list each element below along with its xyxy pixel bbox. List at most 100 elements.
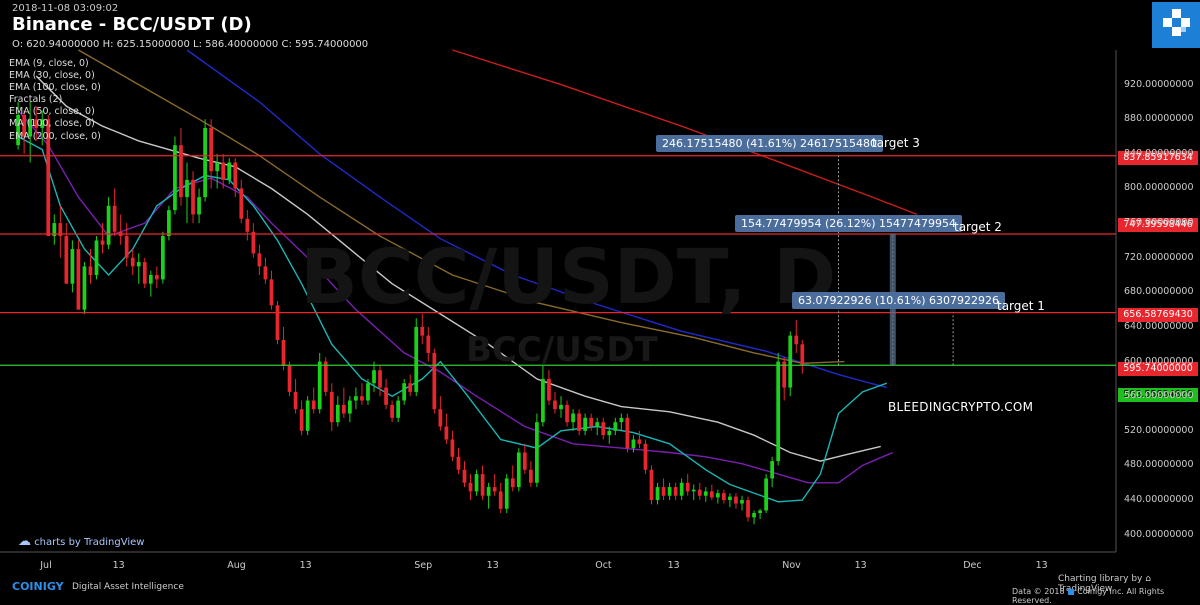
candle-body xyxy=(746,500,750,518)
candle-body xyxy=(480,474,485,496)
watermark-small: BCC/USDT xyxy=(466,330,658,370)
overlay-line xyxy=(35,75,881,462)
candle-body xyxy=(444,426,449,440)
price-tag-target3: 837.85917634 xyxy=(1118,151,1198,165)
candle-body xyxy=(571,413,575,423)
candle-body xyxy=(263,266,268,280)
candle-body xyxy=(251,231,256,254)
data-credit-text: Data © 2018 xyxy=(1012,587,1065,596)
candle-body xyxy=(317,361,322,410)
tradingview-credit[interactable]: ☁ charts by TradingView xyxy=(18,534,144,549)
coinigy-wordmark: COINIGY xyxy=(12,580,64,593)
data-credit: Data © 2018 ■ Coinigy Inc. All Rights Re… xyxy=(1012,587,1200,605)
candle-body xyxy=(685,482,690,492)
candle-body xyxy=(227,162,232,180)
candle-body xyxy=(100,240,105,245)
candle-body xyxy=(136,262,141,267)
legend-item[interactable]: EMA (50, close, 0) xyxy=(9,106,95,118)
price-tick-label: 440.00000000 xyxy=(1124,494,1194,506)
candle-body xyxy=(299,409,304,431)
price-tick-label: 640.00000000 xyxy=(1124,320,1194,332)
candle-body xyxy=(673,487,678,496)
candle-body xyxy=(432,352,437,410)
cloud-icon: ☁ xyxy=(18,534,31,549)
target1-label: target 1 xyxy=(997,299,1045,313)
price-tag-target2: 747.39598446 xyxy=(1118,218,1198,232)
time-tick-label: 13 xyxy=(299,560,312,571)
candle-body xyxy=(269,279,274,306)
candle-body xyxy=(360,396,364,401)
page-title: Binance - BCC/USDT (D) xyxy=(12,14,252,35)
candle-body xyxy=(758,510,762,514)
candle-body xyxy=(396,400,401,418)
candle-body xyxy=(209,127,214,172)
candle-body xyxy=(667,487,672,496)
time-tick-label: Dec xyxy=(963,560,982,571)
legend-item[interactable]: Fractals (2) xyxy=(9,94,63,106)
logo-glyph-icon xyxy=(1163,9,1190,36)
candle-body xyxy=(607,430,612,436)
candle-body xyxy=(601,422,606,436)
candle-body xyxy=(637,439,642,444)
candle-body xyxy=(22,114,26,137)
time-tick-label: 13 xyxy=(1035,560,1048,571)
candle-body xyxy=(354,396,358,401)
target2-label: target 2 xyxy=(954,220,1002,234)
candle-body xyxy=(94,240,99,276)
candle-body xyxy=(438,409,443,427)
candle-body xyxy=(504,478,509,509)
price-tick-label: 520.00000000 xyxy=(1124,424,1194,436)
legend-item[interactable]: EMA (200, close, 0) xyxy=(9,130,101,142)
time-tick-label: 13 xyxy=(667,560,680,571)
candle-body xyxy=(275,305,280,340)
candle-body xyxy=(287,365,292,392)
legend-item[interactable]: EMA (30, close, 0) xyxy=(9,70,95,82)
overlay-line xyxy=(452,49,918,216)
tv-credit-text: charts by TradingView xyxy=(34,537,145,548)
legend-item[interactable]: EMA (9, close, 0) xyxy=(9,58,89,69)
candle-body xyxy=(722,493,726,501)
candle-body xyxy=(420,326,425,336)
candle-body xyxy=(740,500,744,504)
candle-body xyxy=(142,262,147,284)
candle-body xyxy=(535,422,539,483)
candle-body xyxy=(390,404,394,418)
candle-body xyxy=(553,400,557,410)
candle-body xyxy=(52,223,57,237)
legend-item[interactable]: EMA (100, close, 0) xyxy=(9,82,101,94)
coinigy-small-icon: ■ xyxy=(1067,587,1075,596)
timestamp: 2018-11-08 03:09:02 xyxy=(12,3,119,14)
candle-body xyxy=(384,387,388,405)
candle-body xyxy=(112,205,117,232)
candle-body xyxy=(426,335,431,353)
candle-body xyxy=(589,417,594,427)
candle-body xyxy=(734,496,738,504)
candle-body xyxy=(764,478,768,511)
price-tag-close: 595.74000000 xyxy=(1118,362,1198,376)
candle-body xyxy=(378,370,382,388)
price-tick-label: 600.00000000 xyxy=(1124,355,1194,367)
candle-body xyxy=(703,491,708,496)
candle-body xyxy=(709,491,714,498)
candle-body xyxy=(776,361,781,462)
candle-body xyxy=(450,439,455,457)
candle-body xyxy=(293,391,298,410)
time-tick-label: 13 xyxy=(112,560,125,571)
candle-body xyxy=(305,400,310,431)
target3-label: target 3 xyxy=(872,136,920,150)
candle-body xyxy=(221,162,226,180)
candle-body xyxy=(541,378,545,423)
price-tick-label: 480.00000000 xyxy=(1124,459,1194,471)
candle-body xyxy=(468,482,473,492)
candle-body xyxy=(233,162,238,189)
coinigy-tagline: Digital Asset Intelligence xyxy=(72,582,184,592)
candle-body xyxy=(173,145,177,211)
price-tick-label: 800.00000000 xyxy=(1124,182,1194,194)
target2-measure-label: 154.77479954 (26.12%) 15477479954 xyxy=(735,215,962,232)
candle-body xyxy=(341,404,346,414)
tv-name: TradingView xyxy=(1058,584,1113,594)
candle-body xyxy=(58,223,63,237)
legend-item[interactable]: MA (100, close, 0) xyxy=(9,118,95,130)
candle-body xyxy=(46,119,51,237)
candle-body xyxy=(462,469,467,483)
